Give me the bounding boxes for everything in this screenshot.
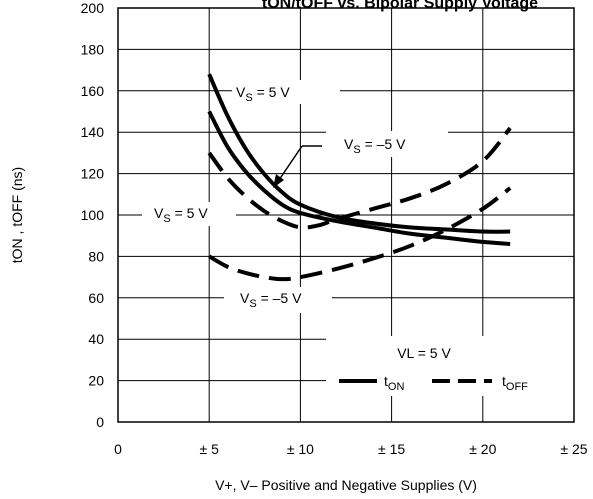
legend-label-toff: tOFF <box>502 373 528 393</box>
annotation-background <box>232 80 340 104</box>
legend-label-ton: tON <box>384 373 404 393</box>
y-tick-label: 60 <box>88 290 104 306</box>
plot-border <box>117 7 575 423</box>
y-axis-label: tON , tOFF (ns) <box>9 167 25 263</box>
y-tick-label: 140 <box>81 124 105 140</box>
chart-text: tON/tOFF vs. Bipolar Supply Voltage 0 20 40… <box>9 0 588 493</box>
x-tick-label: ± 20 <box>469 441 496 457</box>
chart-title: tON/tOFF vs. Bipolar Supply Voltage <box>262 0 538 12</box>
label-backgrounds <box>142 80 578 396</box>
y-tick-label: 0 <box>96 414 104 430</box>
annotation-arrow-line <box>278 145 303 181</box>
y-tick-label: 200 <box>81 0 105 16</box>
vs-annotation-1: VS = 5 V <box>236 84 290 104</box>
annotation-background <box>224 287 332 313</box>
x-axis-label: V+, V– Positive and Negative Supplies (V… <box>215 477 477 493</box>
legend-background <box>326 336 578 396</box>
vs-annotation-3: VS = 5 V <box>154 205 208 225</box>
annotation-arrowhead <box>273 174 284 188</box>
y-tick-label: 160 <box>81 83 105 99</box>
y-tick-label: 80 <box>88 248 104 264</box>
annotation-background <box>326 131 448 157</box>
series-line-ton-2 <box>207 110 511 246</box>
x-tick-label: ± 5 <box>200 441 220 457</box>
x-tick-label: ± 15 <box>378 441 405 457</box>
y-tick-label: 20 <box>88 373 104 389</box>
vs-annotation-4: VS = –5 V <box>240 290 302 310</box>
y-tick-label: 120 <box>81 166 105 182</box>
legend-title: VL = 5 V <box>397 345 451 361</box>
series-group <box>207 73 512 282</box>
vs-annotation-2: VS = –5 V <box>344 136 406 156</box>
x-tick-label: ± 10 <box>287 441 314 457</box>
x-tick-label: 0 <box>114 441 122 457</box>
plot-frame <box>117 7 575 423</box>
annotation-background <box>142 202 236 226</box>
series-line-toff-3 <box>207 126 512 230</box>
x-tick-label: ± 25 <box>560 441 587 457</box>
series-line-toff-4 <box>208 186 512 282</box>
y-tick-label: 100 <box>81 207 105 223</box>
y-tick-label: 180 <box>81 41 105 57</box>
y-tick-label: 40 <box>88 331 104 347</box>
series-line-ton-1 <box>207 73 511 234</box>
